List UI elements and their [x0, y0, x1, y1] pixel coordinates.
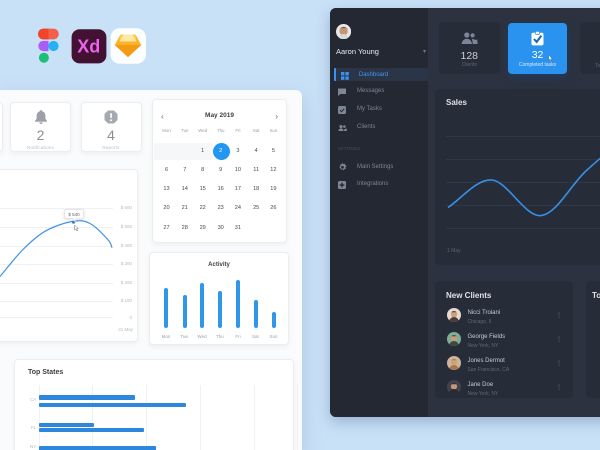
svg-text:Xd: Xd [77, 37, 100, 57]
